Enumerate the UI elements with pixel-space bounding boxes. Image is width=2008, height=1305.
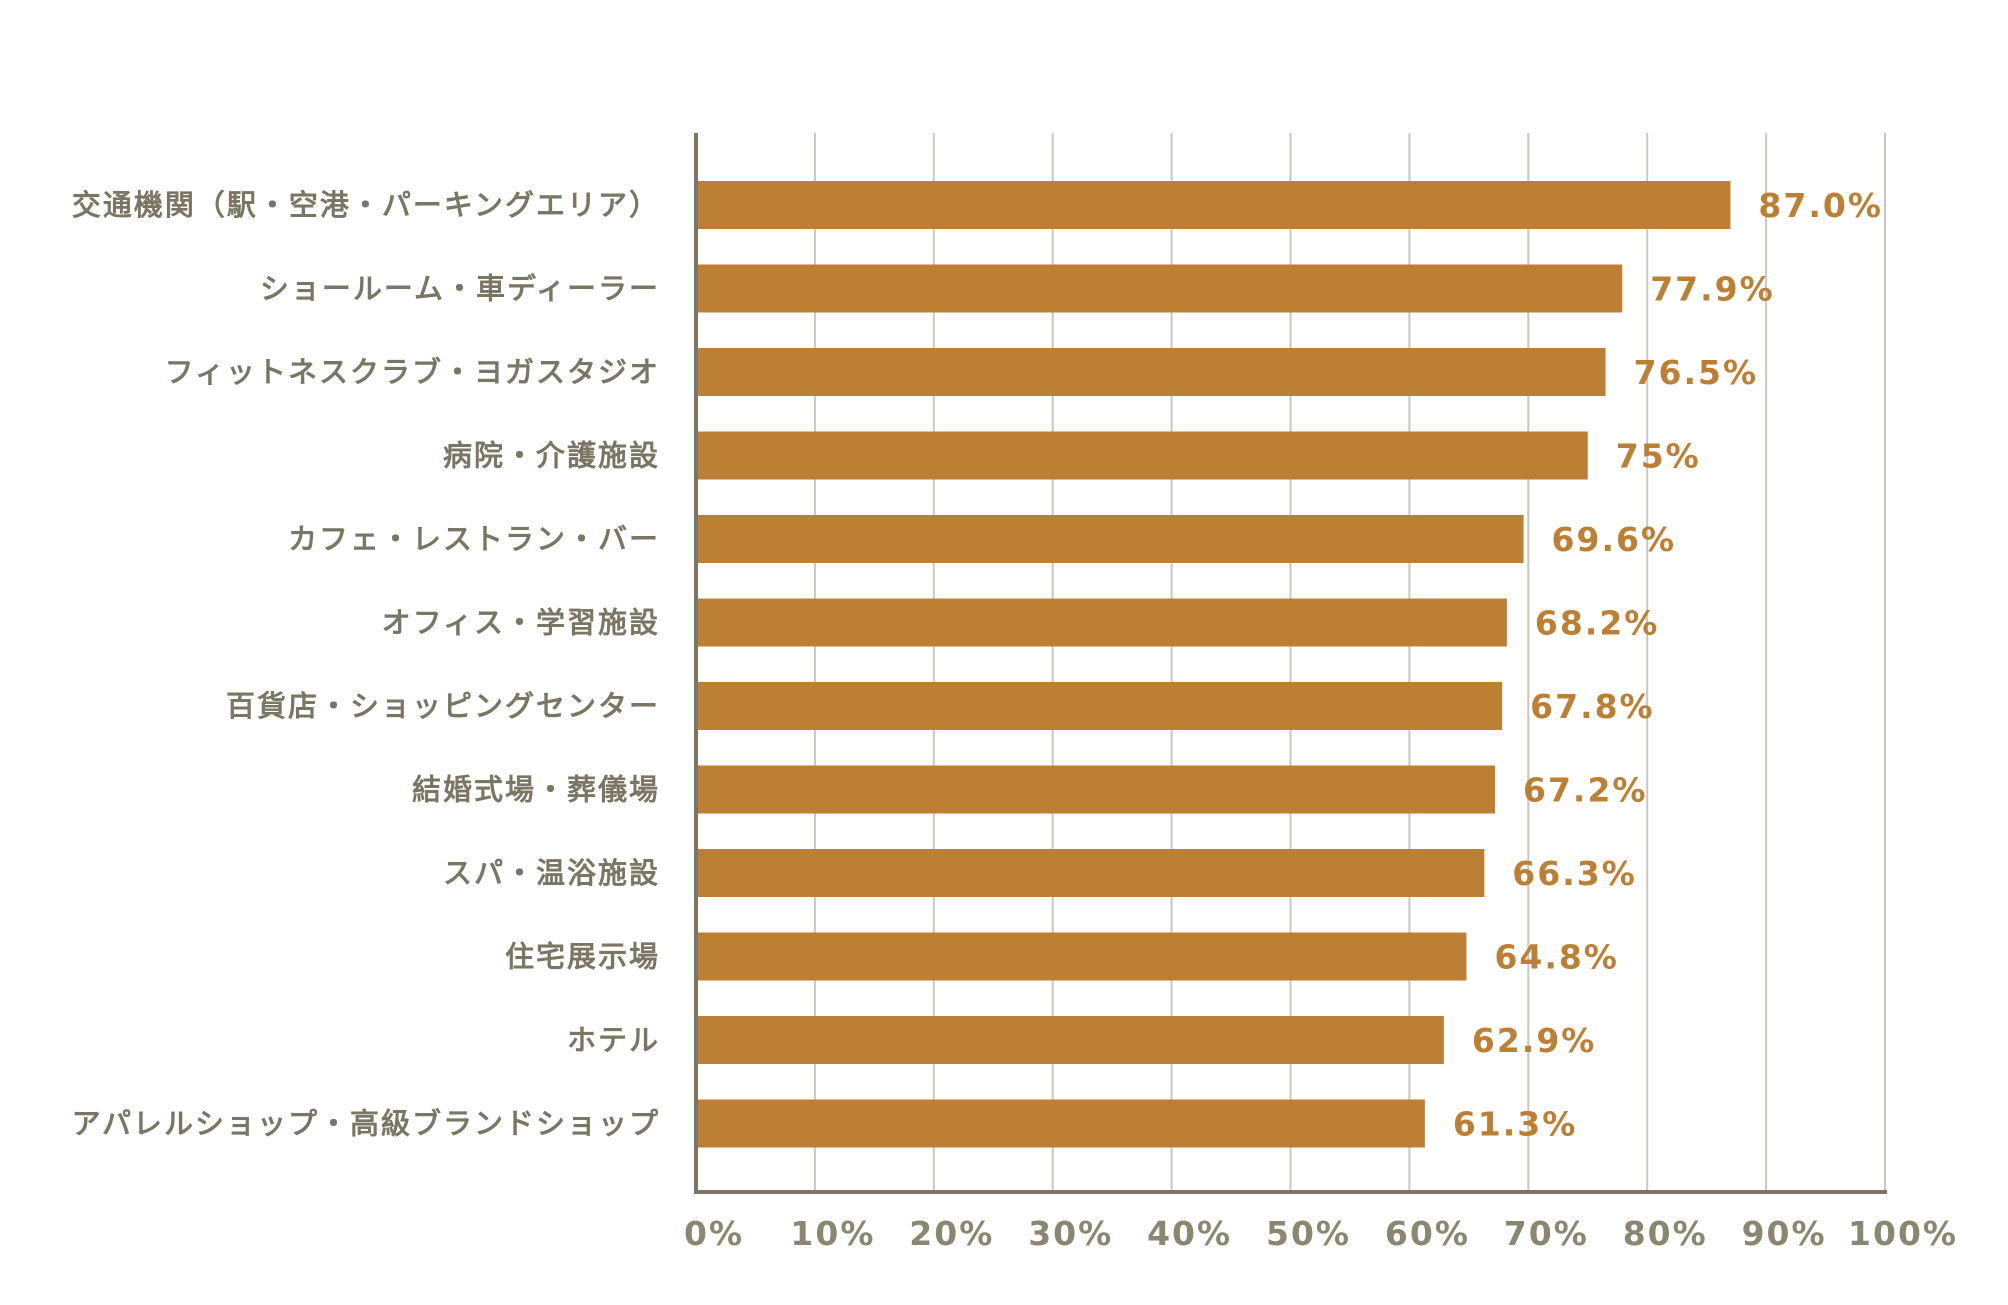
value-label: 69.6% xyxy=(1552,520,1677,559)
x-tick-label: 50% xyxy=(1266,1214,1351,1253)
bar xyxy=(696,515,1524,563)
category-label: ショールーム・車ディーラー xyxy=(260,272,660,306)
value-label: 67.2% xyxy=(1523,771,1648,810)
category-label: 病院・介護施設 xyxy=(443,439,660,473)
x-tick-label: 30% xyxy=(1028,1214,1113,1253)
bar xyxy=(696,765,1496,814)
category-label: カフェ・レストラン・バー xyxy=(288,522,660,556)
category-label: オフィス・学習施設 xyxy=(382,606,660,640)
value-label: 87.0% xyxy=(1758,186,1883,225)
x-tick-label: 70% xyxy=(1504,1214,1589,1253)
category-label: アパレルショップ・高級ブランドショップ xyxy=(72,1107,660,1141)
x-tick-label: 0% xyxy=(684,1214,744,1253)
bar xyxy=(696,1099,1425,1148)
category-label: ホテル xyxy=(567,1023,660,1057)
bar xyxy=(696,682,1503,730)
category-label: 百貨店・ショッピングセンター xyxy=(226,689,660,723)
bar xyxy=(696,181,1731,229)
bar xyxy=(696,932,1467,981)
value-label: 68.2% xyxy=(1535,604,1660,643)
value-label: 75% xyxy=(1616,437,1701,476)
bar xyxy=(696,348,1606,396)
bar xyxy=(696,431,1588,480)
axis-layer xyxy=(694,133,1887,1194)
x-tick-label: 60% xyxy=(1385,1214,1470,1253)
bar xyxy=(696,1016,1444,1064)
value-label: 64.8% xyxy=(1494,938,1619,977)
x-tick-label: 90% xyxy=(1742,1214,1827,1253)
bar xyxy=(696,849,1485,897)
value-label: 61.3% xyxy=(1453,1105,1578,1144)
category-label: スパ・温浴施設 xyxy=(443,856,660,890)
category-label: 住宅展示場 xyxy=(505,940,660,974)
category-label: フィットネスクラブ・ヨガスタジオ xyxy=(165,355,660,389)
x-tick-label: 40% xyxy=(1147,1214,1232,1253)
x-tick-label: 100% xyxy=(1848,1214,1958,1253)
value-label: 66.3% xyxy=(1512,854,1637,893)
value-label: 67.8% xyxy=(1530,687,1655,726)
x-tick-label: 20% xyxy=(909,1214,994,1253)
value-label: 62.9% xyxy=(1472,1021,1597,1060)
bar xyxy=(696,598,1507,647)
x-tick-label: 10% xyxy=(790,1214,875,1253)
category-label: 結婚式場・葬儀場 xyxy=(412,773,660,807)
x-tick-label: 80% xyxy=(1623,1214,1708,1253)
category-label: 交通機関（駅・空港・パーキングエリア） xyxy=(72,188,660,222)
value-label: 77.9% xyxy=(1650,270,1775,309)
bar-layer xyxy=(696,181,1731,1148)
bar xyxy=(696,264,1623,313)
value-label: 76.5% xyxy=(1634,353,1759,392)
label-layer: 0% 10% 20% 30% 40% 50% 60% 70% 80% 90% 100% 交通機関（駅・… xyxy=(72,186,1958,1253)
